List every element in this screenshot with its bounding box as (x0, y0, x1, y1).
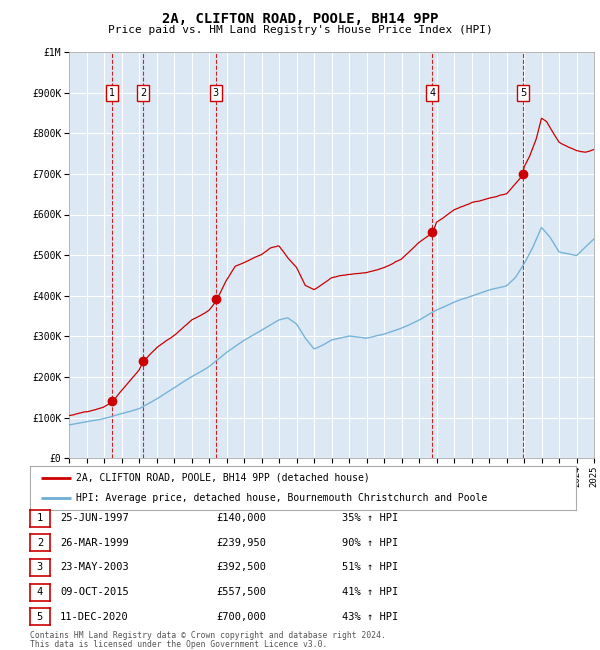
Text: 2A, CLIFTON ROAD, POOLE, BH14 9PP: 2A, CLIFTON ROAD, POOLE, BH14 9PP (162, 12, 438, 26)
Text: £140,000: £140,000 (216, 513, 266, 523)
Text: 41% ↑ HPI: 41% ↑ HPI (342, 587, 398, 597)
Text: 09-OCT-2015: 09-OCT-2015 (60, 587, 129, 597)
Text: 4: 4 (37, 587, 43, 597)
Text: 25-JUN-1997: 25-JUN-1997 (60, 513, 129, 523)
Text: 43% ↑ HPI: 43% ↑ HPI (342, 612, 398, 622)
Text: £557,500: £557,500 (216, 587, 266, 597)
Text: 90% ↑ HPI: 90% ↑ HPI (342, 538, 398, 548)
Text: 51% ↑ HPI: 51% ↑ HPI (342, 562, 398, 573)
Text: 2: 2 (37, 538, 43, 548)
Text: This data is licensed under the Open Government Licence v3.0.: This data is licensed under the Open Gov… (30, 640, 328, 649)
Text: 2A, CLIFTON ROAD, POOLE, BH14 9PP (detached house): 2A, CLIFTON ROAD, POOLE, BH14 9PP (detac… (76, 473, 370, 483)
Text: £700,000: £700,000 (216, 612, 266, 622)
Text: 35% ↑ HPI: 35% ↑ HPI (342, 513, 398, 523)
Text: 1: 1 (109, 88, 115, 97)
Text: 26-MAR-1999: 26-MAR-1999 (60, 538, 129, 548)
Text: 5: 5 (520, 88, 526, 97)
Text: Price paid vs. HM Land Registry's House Price Index (HPI): Price paid vs. HM Land Registry's House … (107, 25, 493, 34)
Text: HPI: Average price, detached house, Bournemouth Christchurch and Poole: HPI: Average price, detached house, Bour… (76, 493, 488, 503)
Text: 23-MAY-2003: 23-MAY-2003 (60, 562, 129, 573)
Text: 1: 1 (37, 513, 43, 523)
Text: Contains HM Land Registry data © Crown copyright and database right 2024.: Contains HM Land Registry data © Crown c… (30, 631, 386, 640)
Text: £239,950: £239,950 (216, 538, 266, 548)
Text: 5: 5 (37, 612, 43, 622)
Text: £392,500: £392,500 (216, 562, 266, 573)
Text: 3: 3 (213, 88, 219, 97)
Text: 4: 4 (430, 88, 436, 97)
Text: 11-DEC-2020: 11-DEC-2020 (60, 612, 129, 622)
Text: 3: 3 (37, 562, 43, 573)
Text: 2: 2 (140, 88, 146, 97)
